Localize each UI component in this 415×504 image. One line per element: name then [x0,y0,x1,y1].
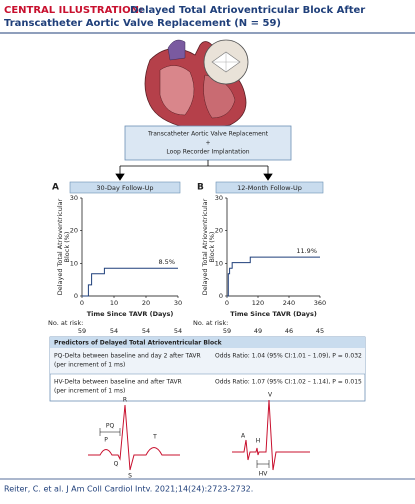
risk-value: 59 [78,327,86,335]
risk-value: 59 [223,327,231,335]
procedure-text: Loop Recorder Implantation [166,149,249,156]
km-curve [227,256,320,297]
procedure-text: Transcatheter Aortic Valve Replacement [147,131,269,138]
predictors-header [50,337,365,348]
y-tick-label: 0 [74,292,78,300]
risk-label: No. at risk: [48,319,83,327]
panel-header [69,181,181,194]
ecg-label: HV [259,471,269,478]
risk-value: 54 [110,327,118,335]
predictor-label: (per increment of 1 ms) [54,388,125,395]
x-axis-label: Time Since TAVR (Days) [87,310,174,318]
panel-title: 12-Month Follow-Up [237,184,302,192]
km-curve [82,267,178,297]
panel-label: B [197,183,204,193]
predictors-title: Predictors of Delayed Total Atrioventric… [54,340,223,347]
ecg-intracardiac [232,399,310,471]
risk-value: 49 [254,327,262,335]
panel-title: 30-Day Follow-Up [96,184,153,192]
y-tick-label: 10 [215,259,223,267]
x-tick-label: 10 [110,299,118,307]
risk-label: No. at risk: [193,319,228,327]
risk-value: 54 [142,327,150,335]
ecg-label: A [241,433,246,440]
x-tick-label: 30 [174,299,182,307]
end-annotation: 8.5% [158,258,175,266]
y-tick-label: 10 [70,259,78,267]
panel-header [215,181,324,194]
ecg-label: V [268,392,273,399]
x-axis-label: Time Since TAVR (Days) [230,310,317,318]
x-tick-label: 20 [142,299,150,307]
heart-illustration [144,39,249,131]
ecg-label: PQ [106,423,115,430]
header-title: Transcatheter Aortic Valve Replacement (… [4,18,281,29]
predictor-label: (per increment of 1 ms) [54,362,125,369]
header-label: CENTRAL ILLUSTRATION: [4,5,143,16]
x-tick-label: 0 [225,299,229,307]
y-tick-label: 20 [215,227,223,235]
procedure-text: + [205,140,210,147]
ecg-label: S [128,473,132,480]
panel-label: A [52,183,59,193]
predictor-label: HV-Delta between baseline and after TAVR [54,379,182,386]
y-tick-label: 20 [70,227,78,235]
end-annotation: 11.9% [296,247,317,255]
risk-value: 54 [174,327,182,335]
ecg-interval [99,428,121,436]
ecg-label: Q [114,461,119,468]
citation: Reiter, C. et al. J Am Coll Cardiol Intv… [4,485,253,494]
y-tick-label: 30 [70,194,78,202]
x-tick-label: 120 [252,299,264,307]
y-tick-label: 0 [219,292,223,300]
risk-value: 45 [316,327,324,335]
risk-value: 46 [285,327,293,335]
y-axis-label: Block (%) [208,232,216,263]
predictor-row [50,348,365,374]
ecg-interval [256,460,270,468]
ecg-surface [88,404,180,471]
y-axis-label: Block (%) [63,232,71,263]
y-axis-label: Delayed Total Atrioventricular [201,198,209,295]
predictor-odds: Odds Ratio: 1.04 (95% CI:1.01 – 1.09), P… [215,353,362,360]
ecg-label: R [123,397,127,404]
header-title: Delayed Total Atrioventricular Block Aft… [130,5,365,16]
flow-arrows [115,160,273,181]
x-tick-label: 360 [314,299,326,307]
y-tick-label: 30 [215,194,223,202]
x-tick-label: 0 [80,299,84,307]
ecg-label: H [256,438,261,445]
x-tick-label: 240 [283,299,295,307]
predictor-odds: Odds Ratio: 1.07 (95% CI:1.02 – 1.14), P… [215,379,362,386]
ecg-label: P [104,437,108,444]
predictor-label: PQ-Delta between baseline and day 2 afte… [54,353,201,360]
ecg-label: T [152,434,157,441]
y-axis-label: Delayed Total Atrioventricular [56,198,64,295]
